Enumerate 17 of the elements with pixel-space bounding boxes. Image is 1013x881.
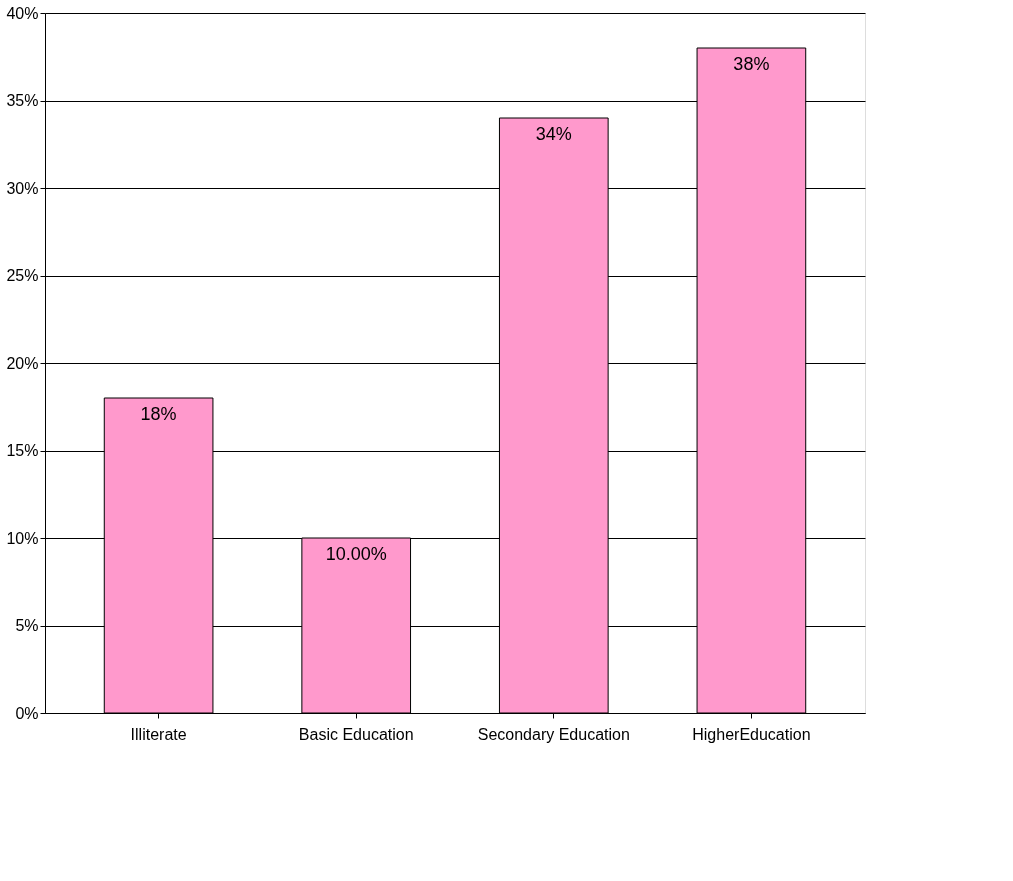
x-tick-label: Illiterate <box>130 725 187 743</box>
x-tick-label: Basic Education <box>298 725 414 743</box>
x-tick-label: Secondary Education <box>477 725 630 743</box>
y-tick-label: 0% <box>15 704 39 722</box>
y-tick-label: 10% <box>6 529 39 547</box>
data-label: 38% <box>733 54 770 74</box>
y-tick-label: 25% <box>6 267 39 284</box>
y-tick-label: 30% <box>6 179 39 197</box>
y-tick-label: 5% <box>15 617 39 634</box>
y-tick-label: 15% <box>6 442 39 459</box>
y-tick-label: 20% <box>6 354 39 372</box>
data-label: 18% <box>140 404 177 424</box>
data-label: 34% <box>535 124 572 144</box>
x-tick-label: HigherEducation <box>692 725 811 743</box>
y-tick-label: 40% <box>6 4 39 22</box>
y-tick-label: 35% <box>6 92 39 109</box>
data-label: 10.00% <box>325 544 387 564</box>
